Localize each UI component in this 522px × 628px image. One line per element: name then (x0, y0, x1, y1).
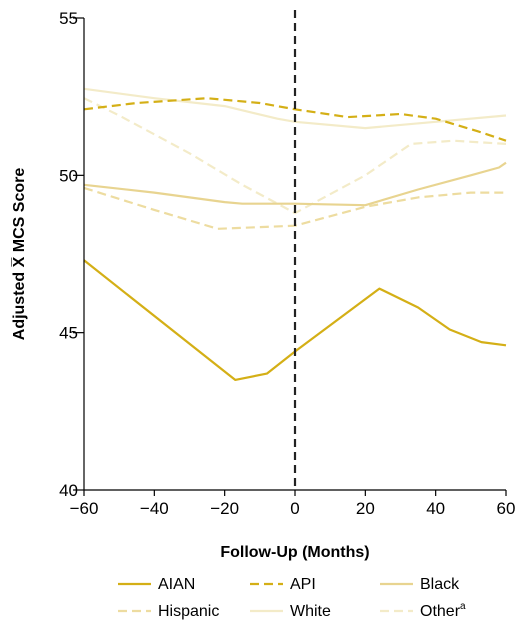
legend-item-aian: AIAN (118, 576, 195, 593)
x-tick-label: 40 (426, 499, 445, 518)
x-axis-ticks: −60 −40 −20 0 20 40 60 (70, 490, 516, 518)
x-tick-label: 20 (356, 499, 375, 518)
x-tick-label: 0 (290, 499, 299, 518)
x-tick-label: −40 (140, 499, 169, 518)
legend-item-other: Othera (380, 601, 466, 620)
y-tick-label: 50 (59, 166, 78, 185)
legend-label: Black (420, 576, 460, 593)
legend-item-api: API (250, 576, 316, 593)
y-axis-ticks: 40 45 50 55 (59, 9, 84, 500)
legend-label: White (290, 603, 331, 620)
y-tick-label: 55 (59, 9, 78, 28)
y-axis-title: Adjusted X̅ MCS Score (10, 168, 28, 341)
legend-item-hispanic: Hispanic (118, 603, 219, 620)
x-tick-label: −20 (210, 499, 239, 518)
legend-label: API (290, 576, 316, 593)
series-line-aian (83, 259, 507, 381)
legend-label: AIAN (158, 576, 195, 593)
series-line-api (83, 97, 507, 142)
series-line-hispanic (83, 186, 506, 230)
series-line-other (83, 97, 507, 215)
x-tick-label: 60 (497, 499, 516, 518)
legend-item-black: Black (380, 576, 460, 593)
legend: AIAN API Black Hispanic White Othera (118, 576, 466, 620)
series-lines (83, 87, 507, 381)
legend-label: Hispanic (158, 603, 219, 620)
y-tick-label: 45 (59, 324, 78, 343)
series-line-white (83, 87, 507, 130)
series-line-black (83, 161, 507, 207)
x-tick-label: −60 (70, 499, 99, 518)
x-axis-title: Follow-Up (Months) (220, 544, 369, 561)
y-tick-label: 40 (59, 481, 78, 500)
legend-label: Othera (420, 601, 466, 620)
legend-item-white: White (250, 603, 331, 620)
